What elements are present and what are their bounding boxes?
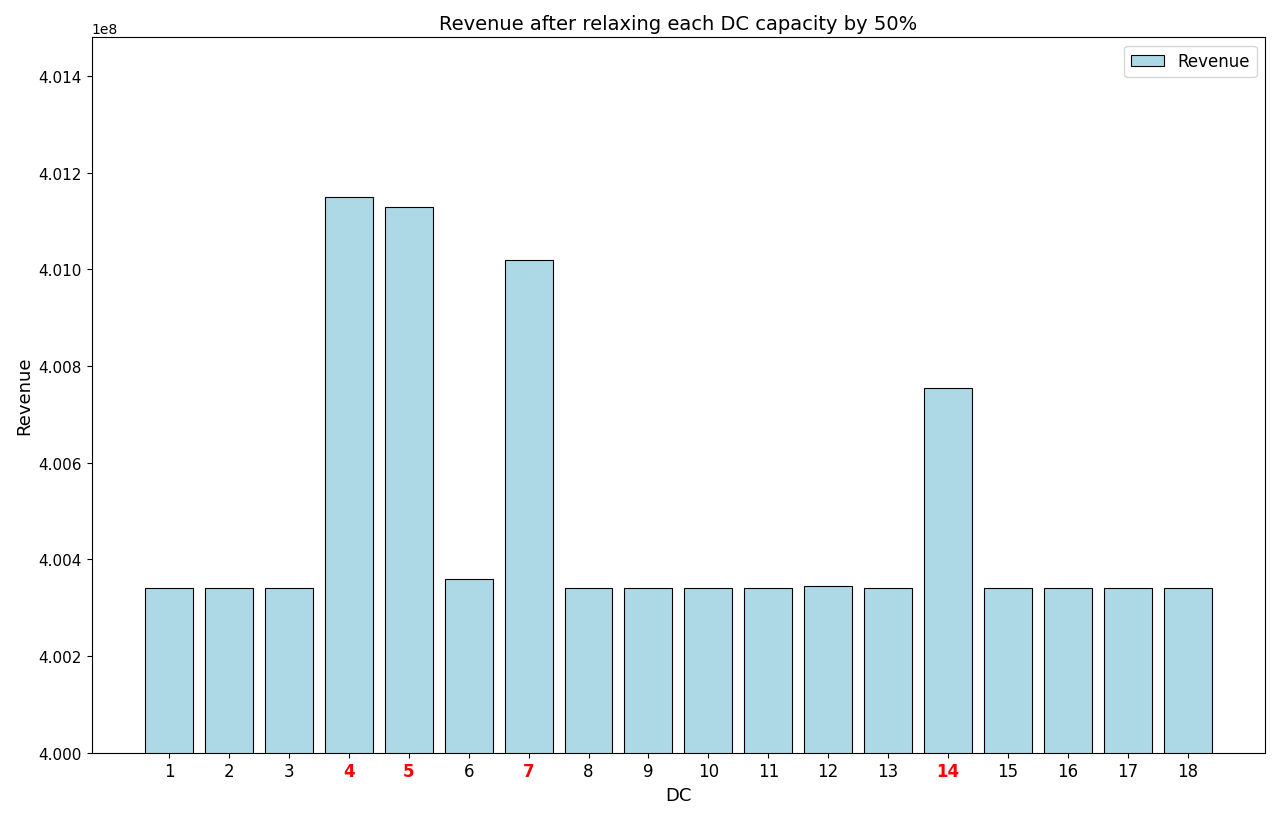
Title: Revenue after relaxing each DC capacity by 50%: Revenue after relaxing each DC capacity … — [439, 15, 918, 34]
Bar — [804, 586, 852, 819]
Bar — [685, 589, 732, 819]
Bar — [924, 388, 972, 819]
Bar — [325, 197, 372, 819]
Bar — [864, 589, 913, 819]
Bar — [385, 207, 433, 819]
Bar — [265, 589, 312, 819]
Bar — [145, 589, 193, 819]
Bar — [1044, 589, 1092, 819]
Bar — [564, 589, 612, 819]
Bar — [1103, 589, 1152, 819]
Y-axis label: Revenue: Revenue — [15, 356, 33, 435]
Bar — [504, 260, 553, 819]
Bar — [205, 589, 253, 819]
Bar — [1164, 589, 1212, 819]
Bar — [444, 579, 493, 819]
Bar — [625, 589, 672, 819]
Bar — [744, 589, 792, 819]
Bar — [984, 589, 1032, 819]
X-axis label: DC: DC — [666, 786, 691, 804]
Legend: Revenue: Revenue — [1124, 47, 1257, 78]
